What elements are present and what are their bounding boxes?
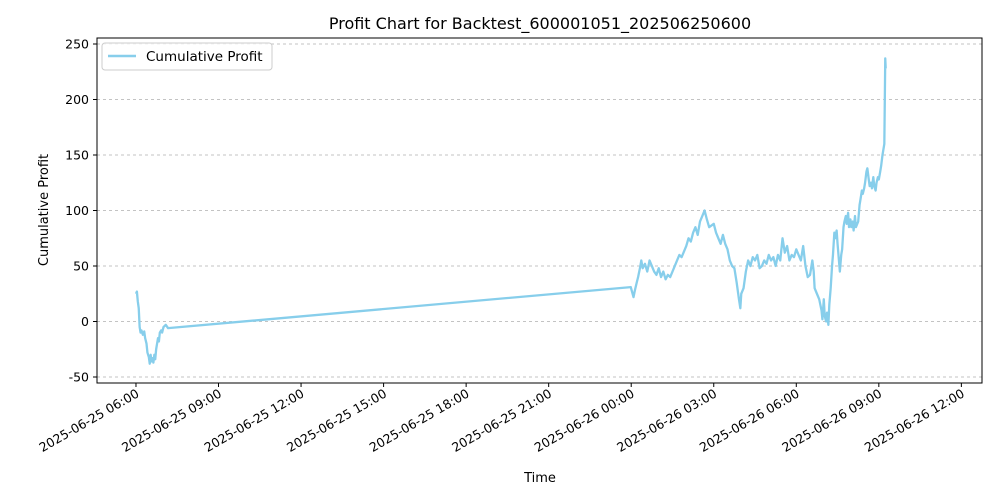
chart-title: Profit Chart for Backtest_600001051_2025… xyxy=(329,14,751,34)
y-tick-label: 200 xyxy=(65,92,89,107)
legend-box xyxy=(101,42,273,71)
y-tick-label: 250 xyxy=(65,36,89,51)
legend: Cumulative Profit xyxy=(101,42,273,71)
legend-label: Cumulative Profit xyxy=(146,49,263,65)
y-tick-label: -50 xyxy=(69,370,89,385)
x-axis-label: Time xyxy=(523,471,556,486)
y-tick-label: 0 xyxy=(81,314,89,329)
series-layer xyxy=(134,57,887,365)
y-tick-label: 150 xyxy=(65,147,89,162)
y-axis: -50 0 50 100 150 200 250 xyxy=(65,36,97,385)
y-axis-label: Cumulative Profit xyxy=(37,154,52,266)
y-tick-label: 50 xyxy=(73,259,89,274)
series-line-cumulative-profit xyxy=(134,57,887,365)
y-tick-label: 100 xyxy=(65,203,89,218)
